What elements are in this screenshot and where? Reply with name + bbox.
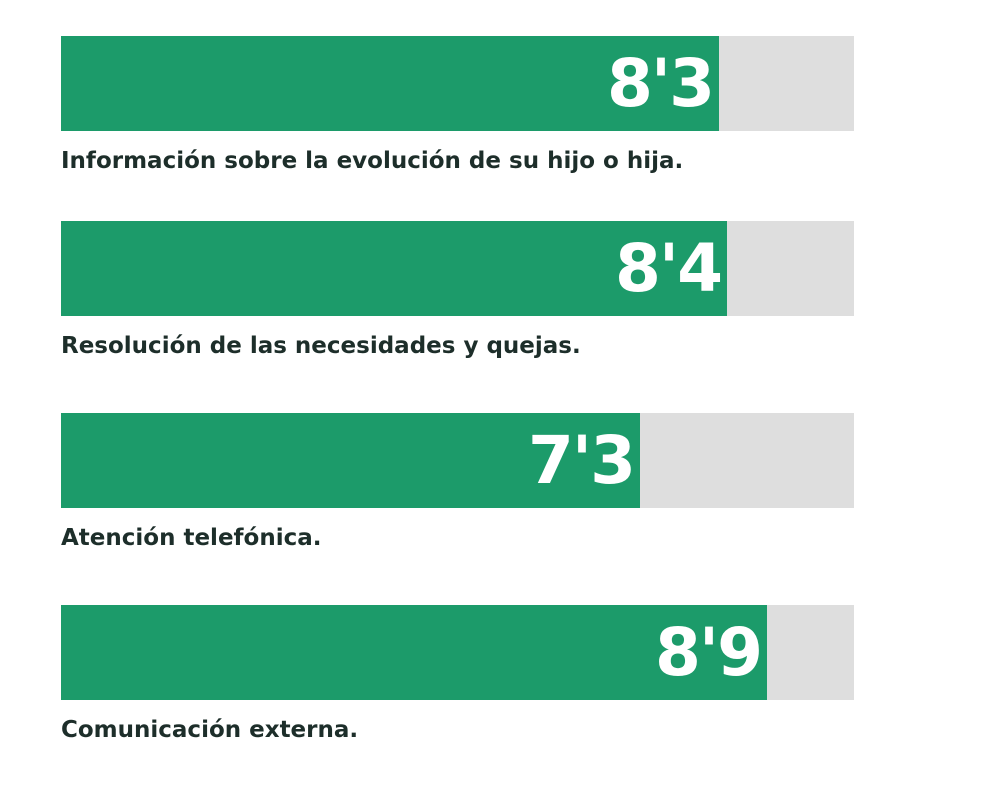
- bar-value-label: 8'9: [654, 614, 763, 691]
- bar: [61, 605, 767, 700]
- bar-value-label: 8'3: [606, 45, 715, 122]
- bar-track: 8'3: [61, 36, 854, 131]
- bar-track: 8'9: [61, 605, 854, 700]
- category-label: Resolución de las necesidades y quejas.: [61, 333, 581, 359]
- bar-track: 8'4: [61, 221, 854, 316]
- bar-track: 7'3: [61, 413, 854, 508]
- bar: [61, 36, 719, 131]
- bar-value-label: 7'3: [527, 422, 636, 499]
- bar-value-label: 8'4: [614, 230, 723, 307]
- bar: [61, 221, 727, 316]
- category-label: Comunicación externa.: [61, 717, 359, 743]
- category-label: Atención telefónica.: [61, 525, 322, 551]
- category-label: Información sobre la evolución de su hij…: [61, 148, 684, 174]
- bar: [61, 413, 640, 508]
